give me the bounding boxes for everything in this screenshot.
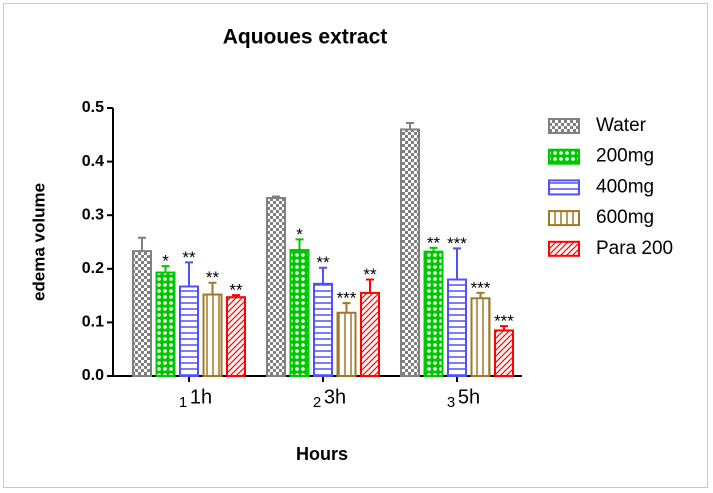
y-tick-label: 0.5 [82,99,104,116]
x-tick-label: 5h [458,386,480,408]
error-bar [208,281,217,295]
bar [179,285,199,378]
legend-label: Para 200 [596,238,673,259]
x-tick-label: 3h [324,386,346,408]
bar [289,249,310,377]
x-tick-number: 3 [447,394,455,411]
bar [266,197,286,377]
error-bar [185,261,193,287]
y-axis-label: edema volume [29,183,48,301]
legend-swatch [548,210,580,227]
bar [132,250,152,377]
bar [400,128,420,377]
chart-title: Aquoues extract [223,26,388,49]
legend-label: 200mg [596,146,654,167]
y-tick-label: 0.3 [82,206,104,223]
significance-label: *** [471,278,491,297]
error-bar [453,247,461,280]
y-tick-label: 0.0 [82,367,104,384]
x-tick-number: 1 [179,394,187,411]
legend-label: 600mg [596,207,654,228]
y-tick-label: 0.1 [82,314,104,331]
error-bar [319,266,327,284]
error-bar [406,122,414,130]
significance-label: * [296,225,303,244]
error-bar [342,302,351,313]
legend-swatch [548,118,580,134]
bar [360,291,380,378]
bar [226,296,246,378]
legend-swatch [548,179,580,196]
bar [470,297,491,377]
legend-swatch [548,240,580,257]
x-tick-label: 1h [190,386,212,408]
significance-label: ** [229,281,243,300]
significance-label: ** [182,248,196,267]
significance-label: ** [206,268,220,287]
significance-label: *** [494,312,514,331]
x-axis-label: Hours [296,444,348,464]
significance-label: ** [316,253,330,272]
significance-label: ** [363,265,377,284]
legend-label: Water [596,115,647,136]
bar [423,250,444,377]
frame [3,3,708,488]
significance-label: * [162,252,169,271]
y-tick-label: 0.4 [82,153,104,170]
error-bar [295,238,304,251]
y-tick-label: 0.2 [82,260,104,277]
error-bar [161,265,170,273]
bar [447,278,467,377]
legend-label: 400mg [596,176,654,197]
bar [155,271,176,377]
bar [494,329,514,378]
bar [336,311,357,378]
bar [313,282,333,378]
significance-label: ** [427,233,441,252]
error-bar [138,236,146,252]
legend-swatch [548,148,580,165]
significance-label: *** [337,289,357,308]
bar [202,293,223,378]
x-tick-number: 2 [313,394,321,411]
error-bar [366,278,374,293]
significance-label: *** [447,234,467,253]
